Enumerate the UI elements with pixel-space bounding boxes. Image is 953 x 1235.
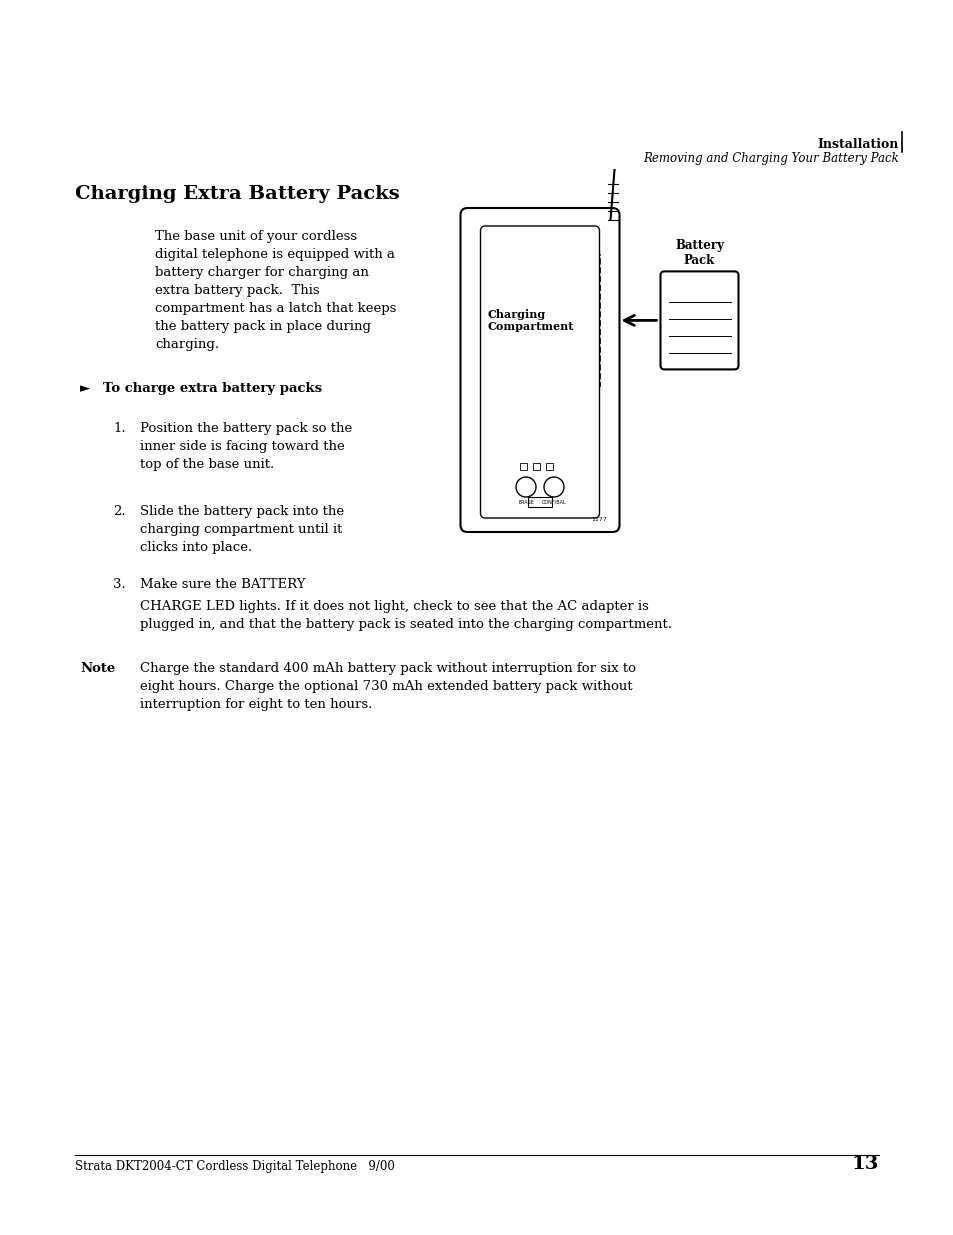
Text: Make sure the BATTERY: Make sure the BATTERY <box>140 578 305 592</box>
Text: Slide the battery pack into the
charging compartment until it
clicks into place.: Slide the battery pack into the charging… <box>140 505 344 555</box>
Text: Removing and Charging Your Battery Pack: Removing and Charging Your Battery Pack <box>642 152 898 165</box>
Text: The base unit of your cordless
digital telephone is equipped with a
battery char: The base unit of your cordless digital t… <box>154 230 395 351</box>
Text: 3.: 3. <box>112 578 126 592</box>
Text: ►: ► <box>80 382 91 395</box>
Text: To charge extra battery packs: To charge extra battery packs <box>103 382 322 395</box>
Text: 1.: 1. <box>112 422 126 435</box>
Text: Strata DKT2004-CT Cordless Digital Telephone   9/00: Strata DKT2004-CT Cordless Digital Telep… <box>75 1160 395 1173</box>
Text: Note: Note <box>80 662 115 676</box>
Text: ERASE: ERASE <box>517 500 534 505</box>
FancyBboxPatch shape <box>480 226 598 517</box>
Text: Charging
Compartment: Charging Compartment <box>487 309 574 332</box>
Text: Installation: Installation <box>817 138 898 151</box>
Text: 13: 13 <box>851 1155 878 1173</box>
Text: Charge the standard 400 mAh battery pack without interruption for six to
eight h: Charge the standard 400 mAh battery pack… <box>140 662 636 711</box>
FancyBboxPatch shape <box>659 272 738 369</box>
Text: 1177: 1177 <box>591 517 607 522</box>
Bar <box>533 463 539 471</box>
Bar <box>519 463 526 471</box>
Bar <box>527 496 552 508</box>
Text: Position the battery pack so the
inner side is facing toward the
top of the base: Position the battery pack so the inner s… <box>140 422 352 471</box>
Text: 2.: 2. <box>112 505 126 517</box>
Text: CHARGE LED lights. If it does not light, check to see that the AC adapter is
plu: CHARGE LED lights. If it does not light,… <box>140 600 671 631</box>
Text: Charging Extra Battery Packs: Charging Extra Battery Packs <box>75 185 399 203</box>
Bar <box>482 256 598 385</box>
FancyBboxPatch shape <box>460 207 618 532</box>
Text: CONF/BAL: CONF/BAL <box>541 500 566 505</box>
Text: Battery
Pack: Battery Pack <box>675 240 723 268</box>
Bar <box>545 463 553 471</box>
